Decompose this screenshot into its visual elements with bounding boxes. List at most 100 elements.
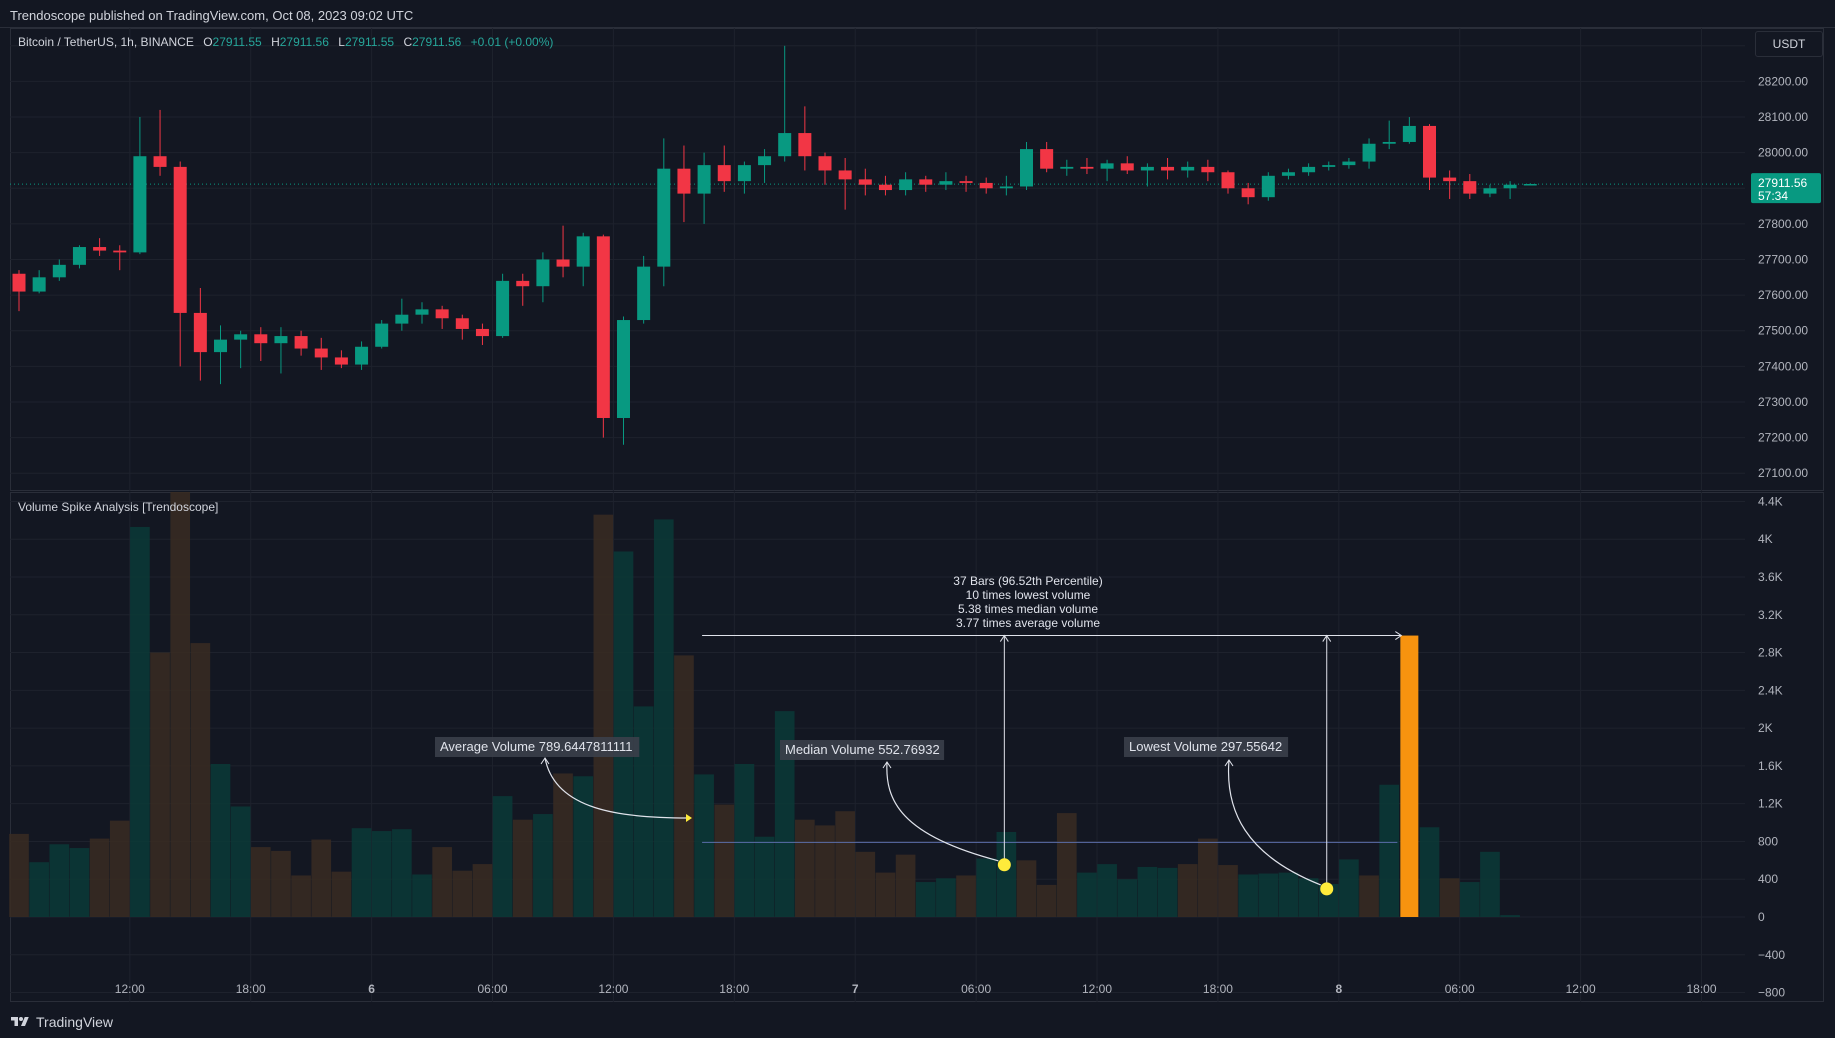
price-tick-label: 27100.00 [1758,466,1808,480]
spike-stat-line: 37 Bars (96.52th Percentile) [953,574,1102,588]
spike-stat-line: 5.38 times median volume [958,602,1098,616]
volume-tick-label: 0 [1758,910,1765,924]
time-tick-label: 8 [1335,982,1342,996]
open-label: O [203,35,213,49]
last-price-value: 27911.56 [1758,176,1807,190]
volume-bar [271,850,291,917]
price-tick-label: 27400.00 [1758,359,1808,373]
candle-body [919,179,933,185]
candle-body [979,182,993,189]
close-label: C [403,35,413,49]
median-curve-arrow [886,761,999,862]
time-tick-label: 12:00 [598,982,628,996]
chart-canvas[interactable]: 28300.0028200.0028100.0028000.0027900.00… [0,0,1835,1008]
candle-body [677,168,691,194]
candle-body [395,314,409,324]
candle-body [52,264,66,278]
candle-body [435,309,449,319]
volume-bar [1056,813,1077,917]
volume-bar [633,706,654,917]
volume-tick-label: −800 [1758,986,1785,1000]
symbol-name[interactable]: Bitcoin / TetherUS, 1h, BINANCE [18,35,194,49]
time-tick-label: 7 [852,982,859,996]
candle-body [153,156,167,167]
volume-bar [1379,784,1400,917]
candle-body [193,312,207,353]
candle-body [355,346,369,365]
volume-bar [190,643,211,917]
candle-body [1201,166,1215,173]
candle-body [1161,166,1175,171]
candle-body [1322,165,1336,167]
candle-body [1503,184,1517,189]
candle-body [415,309,429,315]
candle-body [778,133,792,157]
volume-tick-label: 3.6K [1758,570,1783,584]
volume-bar [9,833,29,917]
candle-body [1523,183,1537,186]
volume-tick-label: 3.2K [1758,608,1783,622]
currency-button[interactable]: USDT [1755,31,1823,57]
volume-bar [1097,864,1117,917]
low-value: 27911.55 [344,35,395,49]
candle-body [737,165,751,182]
volume-bar [1157,867,1178,917]
candle-body [1423,125,1436,178]
candle-body [556,259,570,267]
volume-bar [1500,915,1520,917]
volume-pane[interactable] [10,492,1824,1002]
candle-body [375,323,389,347]
indicator-title[interactable]: Volume Spike Analysis [Trendoscope] [18,500,219,514]
candle-body [234,334,248,340]
volume-bar [875,872,896,917]
volume-bar [915,882,936,917]
volume-bar [573,776,594,917]
tradingview-brand[interactable]: TradingView [10,1014,113,1030]
high-label: H [271,35,280,49]
volume-bar [250,847,271,917]
candle-body [1060,166,1074,169]
volume-bar [331,871,352,917]
volume-bar [795,819,815,917]
volume-bar [412,874,432,917]
candle-body [93,247,107,251]
lowest-arrow-head [1224,759,1234,767]
lowest-volume-label-box [1124,737,1289,757]
candle-body [314,348,328,358]
volume-bar [130,526,150,917]
candle-body [455,318,469,329]
volume-bar [1177,864,1198,917]
volume-bar [1339,859,1359,917]
volume-bar [996,832,1017,917]
volume-bar [1198,838,1218,917]
time-tick-label: 06:00 [961,982,991,996]
candle-body [254,334,268,344]
price-tick-label: 28000.00 [1758,146,1808,160]
candle-body [858,179,872,185]
candle-body [334,357,348,365]
candle-body [1100,163,1114,169]
volume-bar [533,814,553,917]
average-volume-label-text: Average Volume 789.6447811111 [440,739,633,754]
volume-bar [855,851,876,917]
candle-body [878,184,892,191]
price-tick-label: 27800.00 [1758,217,1808,231]
candle-body [294,336,308,349]
volume-bar [311,839,332,917]
volume-bar [613,551,634,917]
candle-body [959,181,973,183]
lowest-marker [1320,882,1334,896]
volume-bar [553,773,573,917]
last-price-tag [1751,173,1821,204]
volume-bar [1117,879,1138,917]
candle-body [1302,166,1316,173]
lowest-volume-label-text: Lowest Volume 297.55642 [1129,739,1282,754]
volume-bar [815,825,835,917]
candle-body [1080,166,1094,169]
candle-body [1020,149,1033,187]
volume-bar [1016,860,1037,917]
volume-bar [69,848,90,917]
volume-bar [1459,882,1480,917]
candle-body [1402,125,1416,142]
symbol-legend[interactable]: Bitcoin / TetherUS, 1h, BINANCE O 27911.5… [18,35,553,49]
